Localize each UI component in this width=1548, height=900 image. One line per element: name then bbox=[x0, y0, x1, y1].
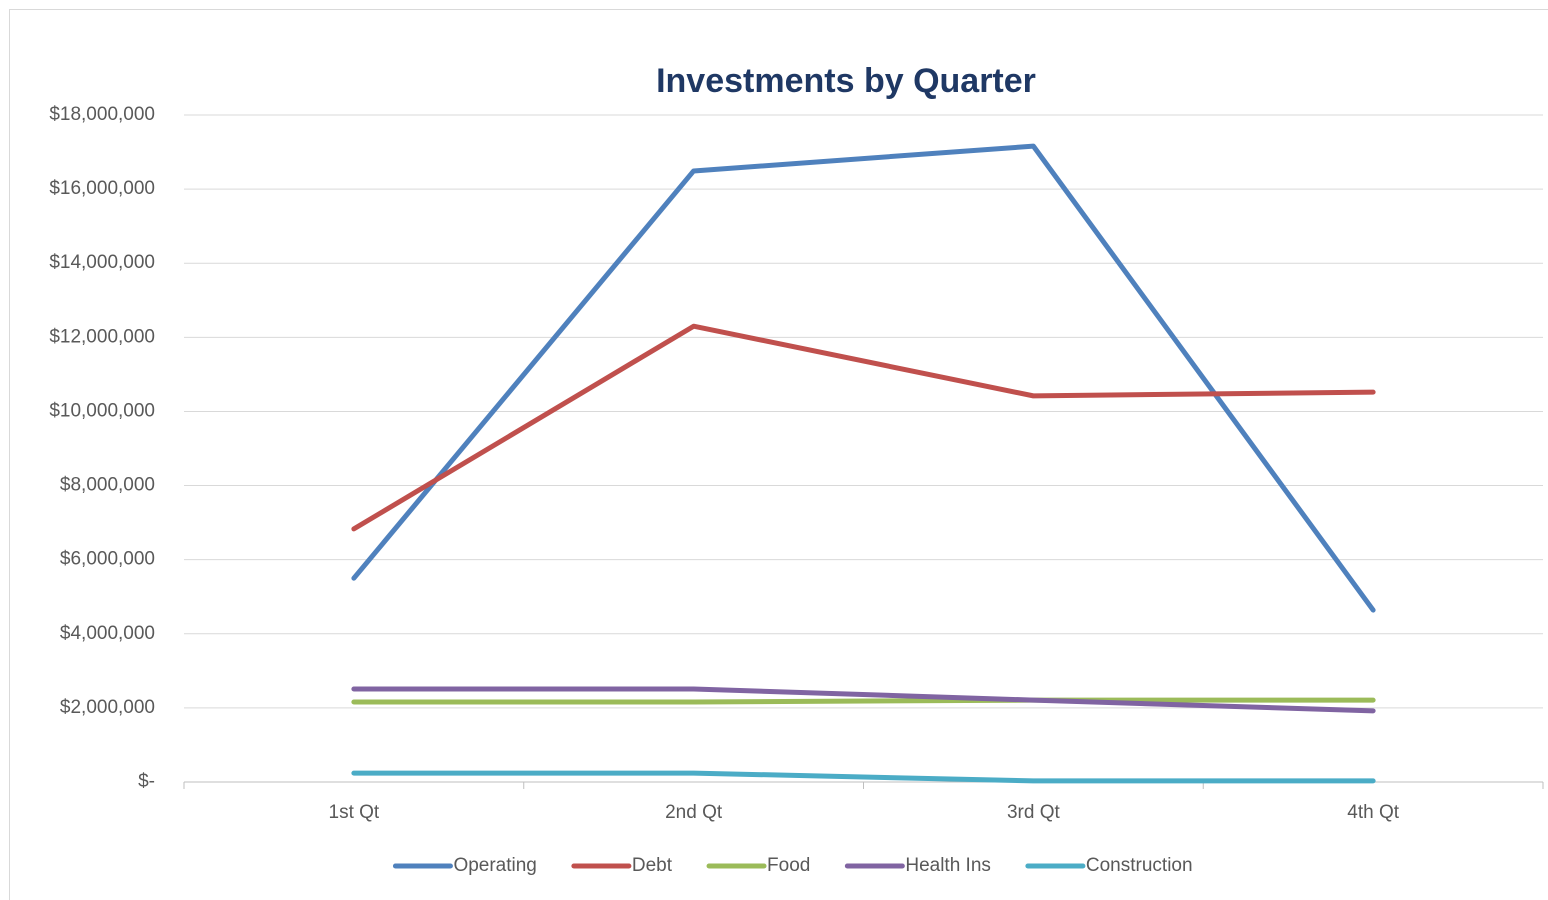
x-tick-label: 2nd Qt bbox=[665, 802, 723, 823]
series-line bbox=[351, 143, 1376, 613]
y-tick-label: $12,000,000 bbox=[49, 326, 155, 347]
y-tick-label: $8,000,000 bbox=[60, 475, 155, 496]
legend-label: Operating bbox=[453, 855, 536, 876]
y-tick-label: $- bbox=[138, 771, 155, 792]
y-tick-label: $6,000,000 bbox=[60, 549, 155, 570]
series-line bbox=[351, 686, 1376, 714]
x-tick-label: 3rd Qt bbox=[1007, 802, 1061, 823]
y-tick-label: $14,000,000 bbox=[49, 252, 155, 273]
chart-title: Investments by Quarter bbox=[656, 62, 1036, 100]
legend-label: Health Ins bbox=[905, 855, 991, 876]
series-line bbox=[351, 323, 1376, 532]
series-line bbox=[351, 697, 1376, 705]
chart-border bbox=[9, 9, 1548, 900]
x-tick-label: 4th Qt bbox=[1347, 802, 1399, 823]
y-tick-label: $16,000,000 bbox=[49, 178, 155, 199]
legend-label: Food bbox=[767, 855, 810, 876]
series-line bbox=[351, 770, 1376, 784]
legend-label: Debt bbox=[632, 855, 673, 876]
y-tick-label: $10,000,000 bbox=[49, 400, 155, 421]
y-tick-label: $4,000,000 bbox=[60, 623, 155, 644]
x-tick-label: 1st Qt bbox=[329, 802, 380, 823]
y-tick-label: $18,000,000 bbox=[49, 104, 155, 125]
legend-label: Construction bbox=[1086, 855, 1193, 876]
y-tick-label: $2,000,000 bbox=[60, 697, 155, 718]
